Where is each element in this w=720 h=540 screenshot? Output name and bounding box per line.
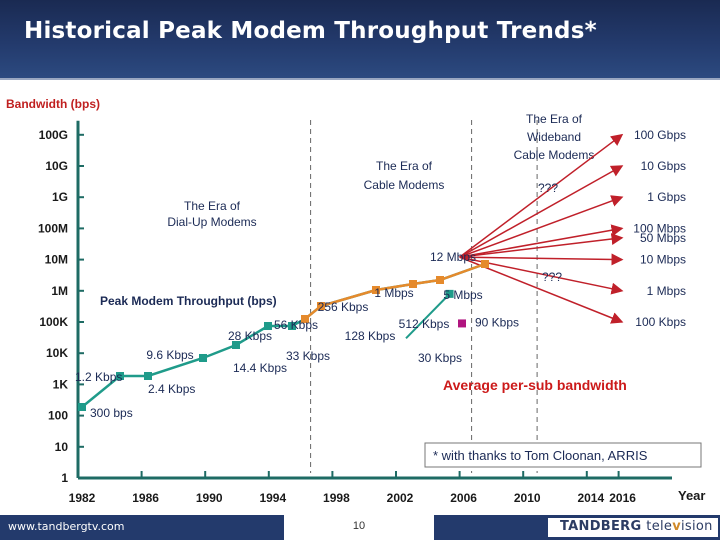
y-tick-label: 10M	[45, 253, 68, 267]
era-dialup-line2: Dial-Up Modems	[167, 215, 256, 229]
purple-point	[458, 319, 466, 328]
avg-point	[445, 289, 454, 298]
projection-label: 1 Mbps	[647, 284, 686, 298]
projection-arrow	[459, 195, 624, 258]
note-box	[424, 442, 702, 468]
projection-label: 1 Gbps	[647, 190, 686, 204]
peak-point	[288, 322, 296, 330]
avg-series-label: Average per-sub bandwidth	[443, 377, 627, 393]
projection-arrow	[459, 133, 624, 258]
x-tick-label: 2010	[514, 491, 541, 505]
peak-point	[116, 372, 124, 380]
peak-point	[409, 280, 417, 288]
projection-label: 100 Kbps	[635, 315, 686, 329]
tandberg-logo: TANDBERG television	[560, 519, 713, 534]
y-tick-label: 100M	[38, 221, 68, 235]
footer-bar: www.tandbergtv.com 10 TANDBERG televisio…	[0, 515, 720, 540]
y-tick-label: 1M	[51, 284, 68, 298]
era-cable-line1: The Era of	[376, 159, 433, 173]
peak-point	[199, 354, 207, 362]
x-tick-label: 1986	[132, 491, 159, 505]
y-tick-label: 1	[61, 471, 68, 485]
projection-arrow	[459, 224, 624, 258]
era-wideband-line2: Wideband	[527, 130, 581, 144]
peak-point-label: 56 Kbps	[274, 318, 318, 332]
era-wideband-line1: The Era of	[526, 112, 583, 126]
x-tick-label: 1998	[323, 491, 350, 505]
peak-point	[301, 315, 309, 323]
peak-point-label: 33 Kbps	[286, 349, 330, 363]
projection-arrow	[459, 233, 624, 258]
era-wideband-line3: Cable Modems	[514, 148, 595, 162]
projection-arrow	[459, 253, 624, 266]
projection-label: 10 Gbps	[641, 159, 686, 173]
peak-point-label: 12 Mbps	[430, 250, 476, 264]
peak-point	[317, 302, 325, 310]
logo-box: TANDBERG television	[548, 518, 718, 537]
y-tick-label: 100G	[39, 128, 68, 142]
x-tick-label: 2006	[450, 491, 477, 505]
peak-point-label: 300 bps	[90, 406, 133, 420]
title-rule	[0, 78, 720, 80]
peak-point	[144, 372, 152, 380]
peak-point-label: 14.4 Kbps	[233, 361, 287, 375]
era-cable-line2: Cable Modems	[364, 178, 445, 192]
projection-label: 50 Mbps	[640, 231, 686, 245]
peak-point-label: 128 Kbps	[345, 329, 396, 343]
logo-mark: v	[672, 519, 681, 534]
x-axis-title: Year	[678, 488, 705, 503]
peak-point-label: 1 Mbps	[374, 286, 413, 300]
projection-label: 100 Gbps	[634, 128, 686, 142]
y-tick-label: 10	[55, 440, 69, 454]
projection-label: 100 Mbps	[633, 221, 686, 235]
peak-point	[436, 276, 444, 284]
peak-point-label: 5 Mbps	[443, 288, 482, 302]
y-tick-label: 100K	[39, 315, 68, 329]
peak-point	[372, 286, 380, 294]
page-number-box: 10	[284, 515, 434, 540]
y-tick-label: 10K	[46, 346, 68, 360]
footer-url[interactable]: www.tandbergtv.com	[8, 520, 125, 533]
peak-point	[481, 260, 489, 268]
y-tick-label: 1K	[53, 377, 69, 391]
purple-point-label: 90 Kbps	[475, 315, 519, 329]
y-tick-label: 100	[48, 409, 68, 423]
peak-point-label: 256 Kbps	[318, 300, 369, 314]
unknown-label-bottom: ???	[542, 270, 562, 284]
peak-point	[232, 341, 240, 349]
peak-point-label: 9.6 Kbps	[146, 348, 193, 362]
y-axis-title: Bandwidth (bps)	[6, 97, 100, 111]
peak-point	[78, 403, 86, 411]
x-tick-label: 2002	[387, 491, 414, 505]
avg-point-label: 512 Kbps	[399, 317, 450, 331]
peak-point	[264, 322, 272, 330]
page-number: 10	[352, 520, 366, 532]
y-tick-label: 10G	[45, 159, 68, 173]
y-tick-label: 1G	[52, 190, 68, 204]
era-dialup-line1: The Era of	[184, 199, 241, 213]
logo-main: TANDBERG	[560, 519, 642, 534]
unknown-label-top: ???	[538, 181, 558, 195]
note-text: * with thanks to Tom Cloonan, ARRIS	[433, 448, 648, 463]
chart: Bandwidth (bps) 1 10 100 1K 10K 100K 1M 10M 100M 1…	[6, 97, 705, 505]
x-tick-label: 1982	[69, 491, 96, 505]
logo-sub-b: ision	[680, 519, 713, 534]
peak-series-label: Peak Modem Throughput (bps)	[100, 294, 277, 308]
peak-series-line	[81, 262, 486, 408]
peak-point-label: 2.4 Kbps	[148, 382, 195, 396]
title-bar: Historical Peak Modem Throughput Trends*	[0, 0, 720, 78]
peak-point-label: 28 Kbps	[228, 329, 272, 343]
x-tick-label: 1994	[259, 491, 286, 505]
avg-series-line	[405, 293, 451, 340]
slide-title: Historical Peak Modem Throughput Trends*	[24, 18, 597, 44]
avg-point-label: 30 Kbps	[418, 351, 462, 365]
projection-label: 10 Mbps	[640, 253, 686, 267]
logo-sub-a: tele	[646, 519, 673, 534]
x-tick-label: 2016	[609, 491, 636, 505]
peak-point-label: 1.2 Kbps	[75, 370, 122, 384]
x-tick-label: 1990	[196, 491, 223, 505]
x-tick-label: 2014	[577, 491, 604, 505]
projection-arrow	[459, 165, 624, 258]
